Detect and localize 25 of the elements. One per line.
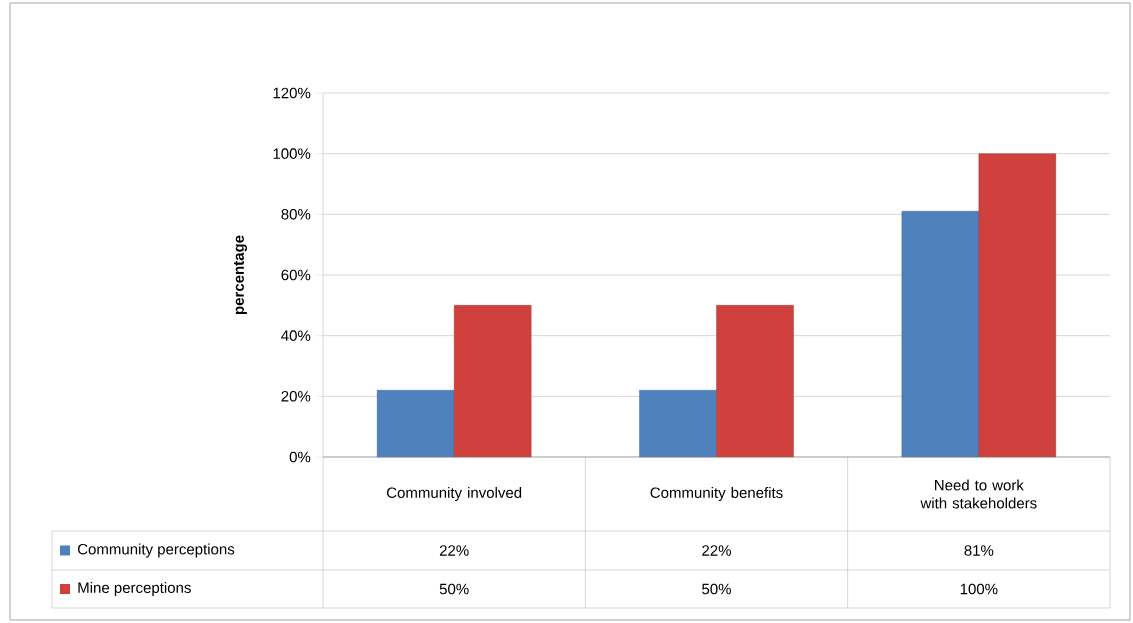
y-tick-label: 20% xyxy=(281,391,311,402)
y-tick-label: 80% xyxy=(281,209,311,220)
bar xyxy=(639,390,717,458)
x-tick-label: Community involved xyxy=(387,487,522,501)
y-tick-label: 120% xyxy=(273,87,311,99)
legend-label: Mine perceptions xyxy=(78,581,191,596)
data-label: 22% xyxy=(702,545,731,556)
bar xyxy=(901,211,980,458)
y-axis-title: percentage xyxy=(234,235,247,315)
data-label: 50% xyxy=(439,583,469,595)
bar xyxy=(716,305,794,458)
bar xyxy=(453,305,532,458)
y-tick-label: 100% xyxy=(273,148,311,159)
legend-label: Community perceptions xyxy=(77,543,235,558)
data-label: 81% xyxy=(964,545,994,556)
y-tick-label: 40% xyxy=(281,330,311,341)
x-tick-label: Community benefits xyxy=(650,487,783,501)
bar xyxy=(376,390,455,458)
data-label: 100% xyxy=(960,583,998,595)
x-tick-label: Need to work with stakeholders xyxy=(920,479,1037,509)
y-tick-label: 60% xyxy=(281,269,311,281)
data-label: 22% xyxy=(439,545,469,556)
data-label: 50% xyxy=(702,583,731,595)
bar xyxy=(978,153,1057,458)
y-tick-label: 0% xyxy=(289,451,311,463)
